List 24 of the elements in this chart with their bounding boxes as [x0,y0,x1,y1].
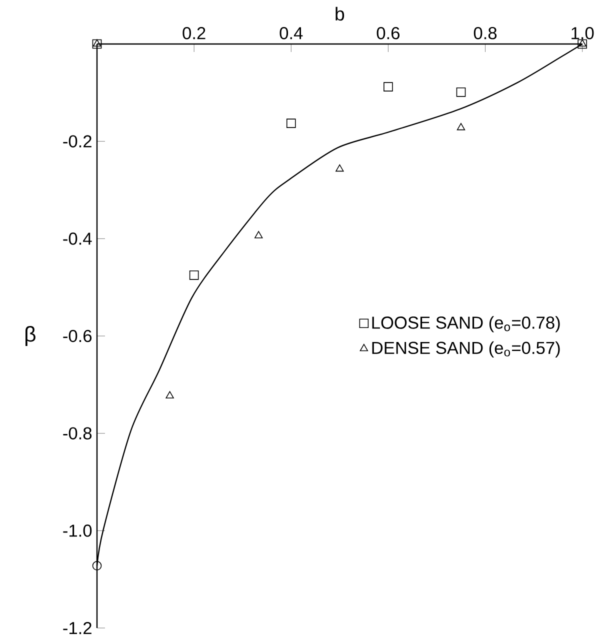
x-tick-label: 0.6 [376,27,400,40]
x-tick-label: 0.8 [474,27,497,40]
y-tick-label: -0.8 [63,427,92,440]
x-tick-label: 1.0 [572,27,594,40]
y-tick-label: -0.2 [63,135,92,148]
point [456,88,466,97]
legend-label: LOOSE SAND (e$_{o}$=0.78) [372,316,560,332]
x-tick-label: 0.2 [182,27,206,40]
point [384,82,393,92]
y-tick-label: -0.4 [63,232,92,245]
y-tick-label: -1.2 [63,622,92,634]
point [456,123,466,130]
point [92,561,102,570]
y-tick-label: -0.6 [63,330,92,342]
legend-label: DENSE SAND (e$_{o}$=0.57) [372,341,560,358]
y-axis-title: β [26,326,36,346]
x-axis-title: b [336,6,344,21]
point [189,270,199,280]
point [254,231,263,238]
y-tick-label: -1.0 [63,524,92,537]
point [336,164,344,172]
point [286,118,296,128]
point [166,391,174,398]
x-tick-label: 0.4 [280,27,303,40]
